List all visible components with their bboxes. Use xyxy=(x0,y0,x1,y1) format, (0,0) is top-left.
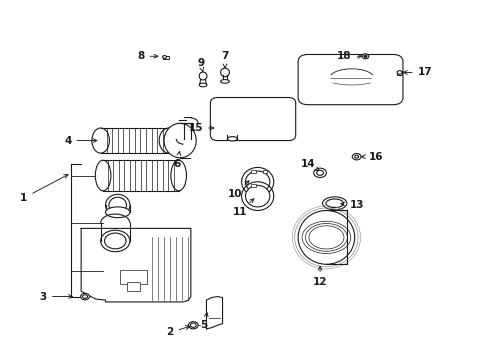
Circle shape xyxy=(190,323,196,327)
Ellipse shape xyxy=(298,211,354,264)
Bar xyxy=(250,170,255,173)
Text: 1: 1 xyxy=(20,175,68,203)
Ellipse shape xyxy=(325,199,343,208)
Text: 13: 13 xyxy=(340,200,363,210)
Ellipse shape xyxy=(245,185,269,207)
Bar xyxy=(396,71,402,75)
Ellipse shape xyxy=(322,197,346,210)
Bar xyxy=(250,184,255,187)
Ellipse shape xyxy=(220,68,229,77)
Text: 12: 12 xyxy=(312,266,326,287)
FancyBboxPatch shape xyxy=(298,54,402,105)
Text: 14: 14 xyxy=(300,159,319,171)
Ellipse shape xyxy=(199,72,206,80)
Bar xyxy=(120,270,147,284)
Ellipse shape xyxy=(95,160,111,191)
Bar xyxy=(262,170,267,173)
Text: 6: 6 xyxy=(173,152,181,169)
Text: 15: 15 xyxy=(188,123,213,133)
Ellipse shape xyxy=(316,170,323,175)
Text: 5: 5 xyxy=(200,313,208,330)
Ellipse shape xyxy=(245,171,269,193)
Circle shape xyxy=(188,321,198,329)
Bar xyxy=(127,282,140,291)
Text: 17: 17 xyxy=(403,67,431,77)
Ellipse shape xyxy=(105,194,130,216)
Ellipse shape xyxy=(159,128,178,153)
Ellipse shape xyxy=(101,230,130,252)
Circle shape xyxy=(396,71,401,74)
Text: 7: 7 xyxy=(221,51,228,68)
Ellipse shape xyxy=(313,168,326,177)
Circle shape xyxy=(363,55,366,57)
Text: 3: 3 xyxy=(40,292,72,302)
Ellipse shape xyxy=(199,83,206,87)
Polygon shape xyxy=(206,297,222,329)
Ellipse shape xyxy=(220,80,229,83)
Text: 9: 9 xyxy=(197,58,204,72)
Text: 10: 10 xyxy=(227,181,248,199)
Text: 18: 18 xyxy=(337,51,361,61)
Circle shape xyxy=(354,155,358,158)
Circle shape xyxy=(351,153,360,160)
Ellipse shape xyxy=(227,136,237,141)
Ellipse shape xyxy=(109,197,126,213)
Text: 8: 8 xyxy=(137,51,158,61)
Text: 16: 16 xyxy=(361,152,383,162)
Ellipse shape xyxy=(170,160,186,191)
Ellipse shape xyxy=(92,128,109,153)
Text: 11: 11 xyxy=(232,199,253,217)
Circle shape xyxy=(361,54,368,59)
Ellipse shape xyxy=(104,233,126,249)
Ellipse shape xyxy=(168,127,191,154)
Polygon shape xyxy=(81,228,190,302)
FancyBboxPatch shape xyxy=(210,98,295,140)
Ellipse shape xyxy=(163,123,196,158)
Circle shape xyxy=(81,293,89,300)
Bar xyxy=(163,55,168,59)
Ellipse shape xyxy=(105,207,130,218)
Text: 4: 4 xyxy=(64,136,97,145)
Circle shape xyxy=(82,295,87,298)
Text: 2: 2 xyxy=(166,326,189,337)
Circle shape xyxy=(162,55,166,58)
